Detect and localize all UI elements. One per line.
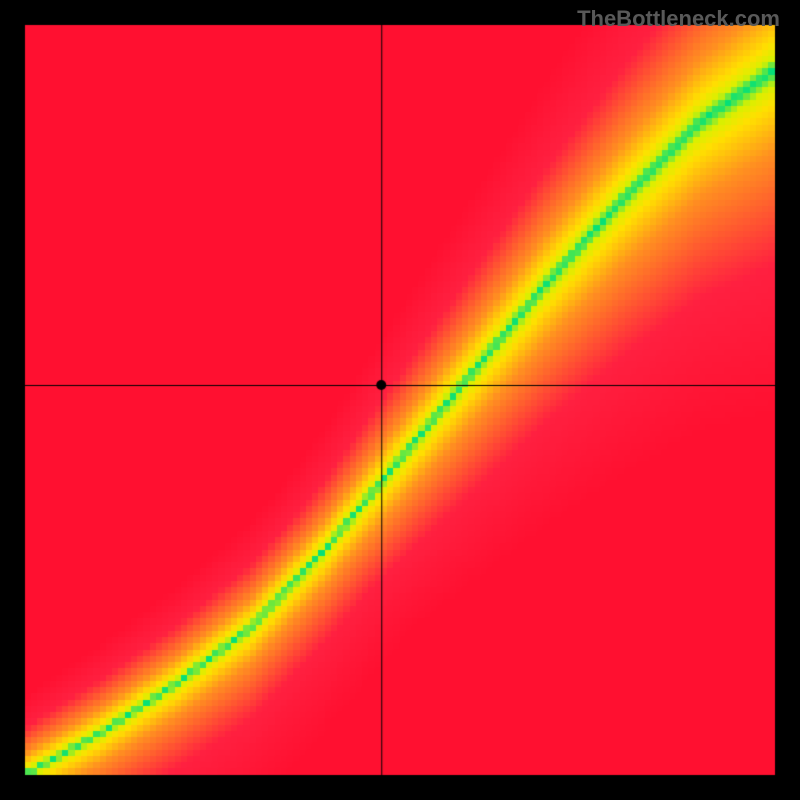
bottleneck-heatmap-canvas	[0, 0, 800, 800]
chart-container: { "canvas": { "width": 800, "height": 80…	[0, 0, 800, 800]
watermark-text: TheBottleneck.com	[577, 6, 780, 32]
